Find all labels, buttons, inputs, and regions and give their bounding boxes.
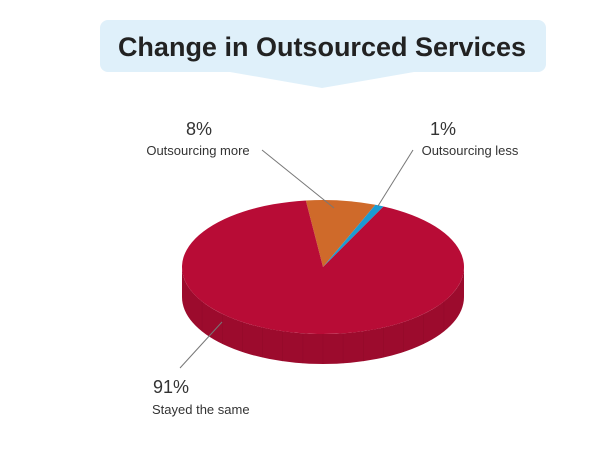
title-banner-pointer — [230, 72, 414, 88]
pie-slice-outsourcing-more — [305, 200, 376, 267]
leader-line-stayed-same — [179, 321, 223, 369]
leader-line-outsourcing-less — [377, 149, 414, 207]
leader-lines — [179, 149, 414, 369]
pie-group — [182, 200, 465, 364]
chart-title: Change in Outsourced Services — [118, 32, 526, 62]
pie-side-wall — [182, 267, 464, 364]
leader-line-outsourcing-more — [261, 149, 335, 209]
pie-slice-outsourcing-less — [323, 204, 384, 267]
data-label-stayed-same: Stayed the same — [152, 402, 250, 417]
title-banner-box — [100, 20, 546, 72]
data-label-outsourcing-more: Outsourcing more — [146, 143, 249, 158]
data-label-pct-outsourcing-less: 1% — [430, 119, 456, 139]
data-label-pct-stayed-same: 91% — [153, 377, 189, 397]
title-banner: Change in Outsourced Services — [100, 20, 546, 88]
data-label-outsourcing-less: Outsourcing less — [422, 143, 519, 158]
data-label-pct-outsourcing-more: 8% — [186, 119, 212, 139]
pie-slice-stayed-the-same — [182, 200, 465, 334]
